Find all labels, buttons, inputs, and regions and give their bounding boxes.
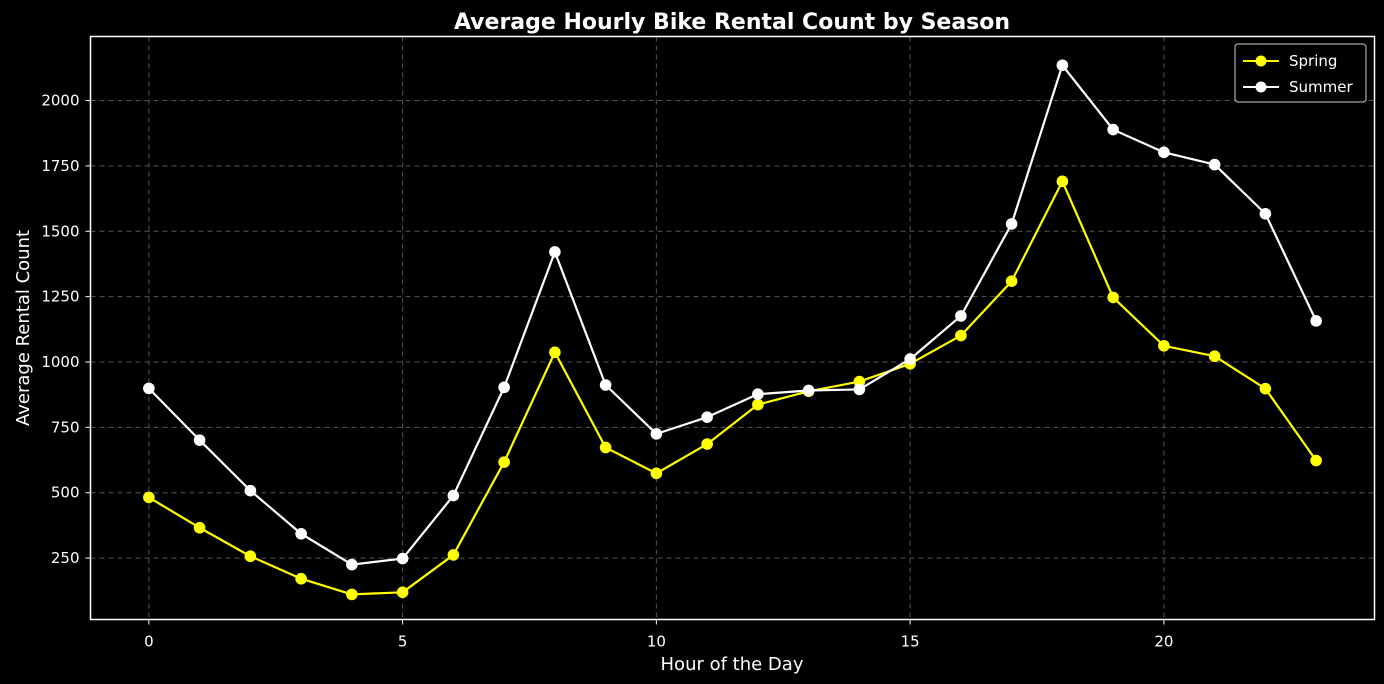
series-spring bbox=[143, 175, 1322, 601]
data-point-summer bbox=[1107, 123, 1119, 136]
data-point-spring bbox=[1208, 350, 1221, 363]
y-tick-label: 500 bbox=[51, 484, 80, 502]
data-point-spring bbox=[447, 549, 460, 561]
y-tick-label: 1250 bbox=[41, 288, 79, 306]
data-point-spring bbox=[1259, 382, 1272, 395]
legend-label-spring: Spring bbox=[1289, 52, 1337, 70]
x-tick-label: 5 bbox=[398, 633, 408, 651]
data-point-summer bbox=[295, 527, 307, 540]
data-point-summer bbox=[396, 552, 409, 565]
data-point-spring bbox=[346, 588, 358, 601]
data-point-spring bbox=[650, 467, 663, 480]
data-point-summer bbox=[1259, 207, 1272, 220]
data-point-summer bbox=[1005, 218, 1018, 230]
y-tick-label: 250 bbox=[51, 549, 80, 567]
series-layer bbox=[143, 59, 1322, 601]
data-point-summer bbox=[447, 489, 460, 502]
data-point-spring bbox=[599, 441, 612, 454]
data-point-spring bbox=[1158, 339, 1170, 352]
y-axis-label: Average Rental Count bbox=[13, 230, 34, 426]
data-point-spring bbox=[244, 550, 257, 563]
data-point-spring bbox=[1107, 291, 1119, 304]
data-point-summer bbox=[549, 246, 561, 258]
data-point-summer bbox=[1158, 146, 1170, 159]
plot-area-frame bbox=[89, 35, 1376, 621]
y-tick-label: 1500 bbox=[41, 222, 79, 240]
legend-marker-spring bbox=[1255, 55, 1267, 67]
data-point-summer bbox=[955, 310, 967, 322]
data-point-summer bbox=[752, 388, 764, 400]
data-point-spring bbox=[498, 456, 510, 468]
data-point-spring bbox=[396, 586, 409, 599]
series-summer bbox=[143, 59, 1322, 571]
x-axis-label: Hour of the Day bbox=[661, 654, 804, 675]
data-point-spring bbox=[295, 572, 307, 585]
data-point-spring bbox=[1005, 275, 1018, 288]
x-tick-label: 15 bbox=[901, 633, 920, 651]
data-point-summer bbox=[1056, 59, 1069, 72]
legend-label-summer: Summer bbox=[1289, 78, 1353, 96]
data-point-summer bbox=[244, 484, 257, 497]
x-tick-label: 20 bbox=[1154, 633, 1173, 651]
data-point-spring bbox=[193, 521, 206, 534]
legend: Spring Summer bbox=[1234, 43, 1367, 103]
data-point-summer bbox=[802, 384, 815, 397]
data-point-spring bbox=[143, 491, 155, 504]
y-tick-label: 2000 bbox=[41, 92, 79, 110]
data-point-summer bbox=[193, 434, 206, 446]
data-point-summer bbox=[1208, 158, 1221, 171]
data-point-summer bbox=[904, 353, 916, 365]
x-tick-label: 10 bbox=[647, 633, 666, 651]
data-point-spring bbox=[955, 329, 967, 342]
legend-marker-summer bbox=[1255, 81, 1267, 93]
data-point-spring bbox=[752, 398, 764, 411]
data-point-summer bbox=[1310, 315, 1322, 327]
data-point-summer bbox=[701, 411, 713, 423]
data-point-spring bbox=[1310, 454, 1322, 467]
chart-title: Average Hourly Bike Rental Count by Seas… bbox=[454, 10, 1010, 35]
series-line-spring bbox=[148, 180, 1318, 596]
data-point-summer bbox=[599, 379, 612, 391]
tick-layer: 0 5 10 15 20 250 500 750 1000 1250 1500 1750 2000 bbox=[41, 92, 1173, 651]
data-point-spring bbox=[1056, 175, 1069, 188]
grid bbox=[90, 36, 1375, 620]
data-point-summer bbox=[650, 428, 663, 440]
series-line-summer bbox=[148, 64, 1318, 566]
data-point-summer bbox=[498, 381, 510, 394]
data-point-spring bbox=[549, 346, 561, 359]
data-point-summer bbox=[346, 558, 358, 571]
x-tick-label: 0 bbox=[144, 633, 154, 651]
data-point-summer bbox=[143, 382, 155, 395]
data-point-summer bbox=[853, 383, 866, 396]
data-point-spring bbox=[701, 438, 713, 450]
y-tick-label: 750 bbox=[51, 418, 80, 436]
y-tick-label: 1000 bbox=[41, 353, 79, 371]
y-tick-label: 1750 bbox=[41, 157, 79, 175]
